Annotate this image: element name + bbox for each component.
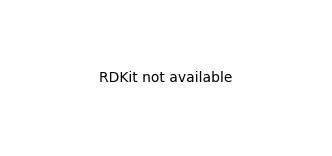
Text: RDKit not available: RDKit not available [99, 71, 233, 85]
